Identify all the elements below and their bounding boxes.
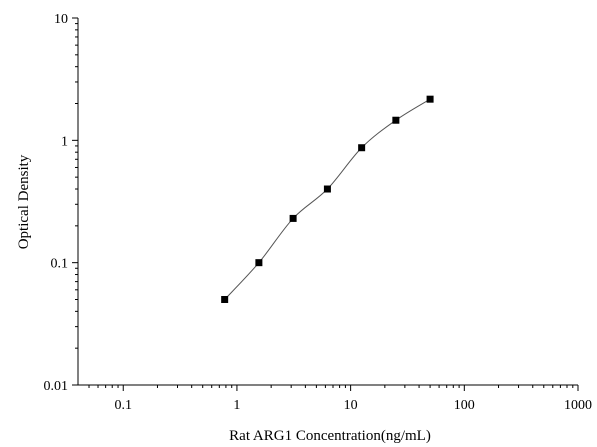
y-tick-label: 1 [61,134,68,149]
fit-curve-layer [224,98,431,300]
x-tick-label: 10 [344,398,358,413]
x-tick-label: 1 [233,398,240,413]
x-tick-label: 0.1 [114,398,132,413]
y-tick-label: 0.1 [51,257,69,272]
data-point [323,185,331,193]
data-point [255,259,263,267]
data-points [221,95,434,303]
y-axis-title: Optical Density [16,154,32,249]
y-tick-label: 0.01 [44,379,69,394]
axes: 0.1 1 10 100 1000 0.01 0.1 1 10 [44,12,593,413]
data-point [392,116,400,124]
data-point [221,295,229,303]
data-point [358,144,366,152]
data-point [289,214,297,222]
x-tick-label: 100 [454,398,475,413]
y-tick-label: 10 [54,12,68,27]
x-tick-label: 1000 [564,398,592,413]
x-axis-title: Rat ARG1 Concentration(ng/mL) [229,428,431,444]
data-point [426,95,434,103]
fit-curve [224,98,431,300]
